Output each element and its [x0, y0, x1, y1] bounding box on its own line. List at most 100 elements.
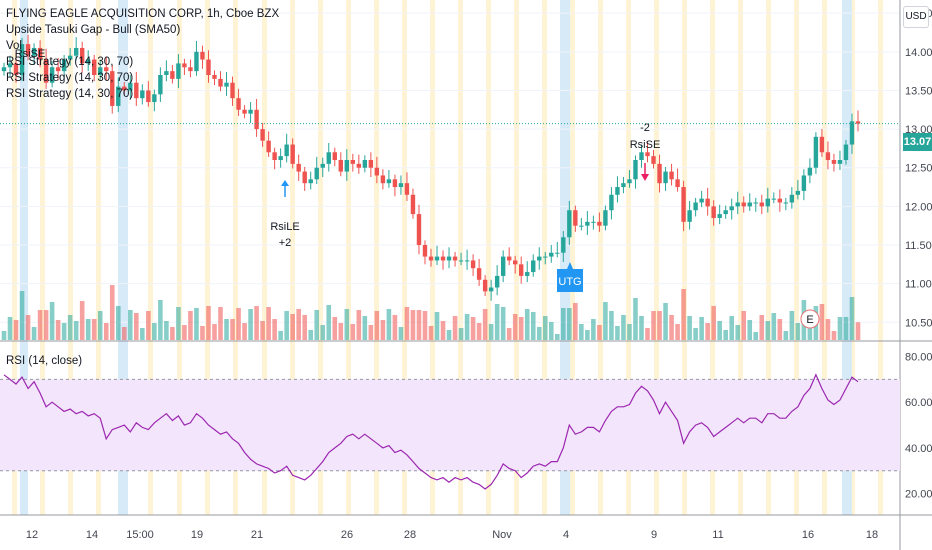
- candle-body: [681, 187, 686, 222]
- volume-bar: [747, 320, 753, 340]
- volume-bar: [386, 309, 392, 340]
- volume-bar: [31, 327, 37, 340]
- candle-body: [236, 98, 241, 110]
- session-band: [68, 0, 73, 515]
- volume-bar: [663, 303, 668, 340]
- candle-body: [819, 136, 825, 153]
- session-band: [290, 0, 295, 515]
- signal-label-rsile-qty: +2: [279, 237, 292, 249]
- volume-bar: [55, 320, 61, 340]
- candle-body: [765, 198, 770, 207]
- rsi-legend[interactable]: RSI (14, close): [6, 355, 83, 367]
- volume-bar: [158, 300, 163, 340]
- volume-bar: [446, 330, 452, 340]
- candle-body: [43, 59, 49, 83]
- candle-body: [224, 82, 229, 87]
- volume-bar: [548, 322, 554, 340]
- volume-bar: [458, 328, 464, 340]
- candle-body: [585, 221, 590, 226]
- candle-body: [386, 179, 392, 184]
- time-tick-label: 12: [26, 529, 38, 541]
- volume-bar: [164, 321, 169, 340]
- candle-body: [446, 256, 452, 261]
- volume-bar: [717, 321, 722, 340]
- candle-body: [849, 121, 855, 145]
- utg-label-text: UTG: [558, 276, 581, 288]
- candle-body: [152, 94, 157, 103]
- volume-bar: [218, 307, 223, 340]
- session-band: [682, 0, 687, 515]
- volume-bar: [79, 301, 85, 340]
- indicator-rsi-3[interactable]: RSI Strategy (14, 30, 70): [6, 88, 134, 100]
- candle-body: [176, 63, 181, 79]
- candle-body: [627, 179, 632, 184]
- session-band-blue: [20, 0, 28, 515]
- volume-bar: [380, 320, 386, 340]
- short-arrowhead: [641, 174, 649, 181]
- volume-bar: [645, 328, 650, 340]
- volume-bar: [7, 317, 13, 340]
- rsi-tick-label: 60.00: [905, 397, 932, 409]
- volume-bar: [176, 307, 181, 340]
- candle-body: [657, 163, 662, 184]
- candle-body: [500, 256, 506, 276]
- last-price-tag: 13.07: [903, 133, 932, 151]
- session-band: [654, 0, 659, 515]
- indicator-rsi-1[interactable]: RSI Strategy (14, 30, 70): [6, 56, 134, 68]
- session-band: [318, 0, 323, 515]
- volume-bar: [500, 307, 506, 340]
- volume-bar: [134, 313, 139, 340]
- earnings-marker: [800, 309, 820, 329]
- session-band-blue: [118, 0, 128, 515]
- volume-bar: [248, 309, 253, 340]
- candle-body: [525, 272, 530, 276]
- indicator-utg[interactable]: Upside Tasuki Gap - Bull (SMA50): [6, 24, 181, 36]
- volume-bar: [464, 314, 470, 340]
- volume-bar: [206, 306, 211, 340]
- candle-body: [134, 82, 139, 99]
- candle-body: [98, 67, 103, 75]
- candle-body: [392, 179, 398, 188]
- volume-bar: [530, 312, 536, 340]
- volume-bar: [392, 315, 398, 340]
- price-tick-label: 11.50: [905, 240, 932, 252]
- candle-body: [158, 75, 163, 95]
- candle-body: [344, 160, 350, 172]
- candle-body: [31, 47, 37, 56]
- candle-body: [37, 47, 43, 60]
- candle-body: [73, 47, 79, 56]
- session-bands: [12, 0, 883, 515]
- candle-body: [735, 202, 740, 207]
- candle-body: [777, 198, 783, 203]
- currency-button[interactable]: USD: [903, 6, 929, 28]
- candle-body: [146, 90, 151, 103]
- candle-body: [206, 59, 211, 75]
- indicator-vol[interactable]: Vol: [6, 40, 22, 52]
- volume-bar: [699, 317, 704, 340]
- indicator-rsi-2[interactable]: RSI Strategy (14, 30, 70): [6, 72, 134, 84]
- volume-bar: [416, 310, 422, 340]
- volume-bar: [278, 331, 283, 340]
- candle-body: [110, 71, 115, 106]
- candle-body: [428, 256, 434, 261]
- candle-body: [747, 202, 752, 207]
- candle-body: [519, 264, 524, 276]
- candle-body: [693, 202, 698, 211]
- candle-body: [717, 214, 722, 218]
- session-band: [458, 0, 463, 515]
- candle-body: [807, 167, 813, 176]
- volume-bar: [542, 316, 548, 340]
- candle-body: [663, 171, 668, 184]
- candle-body: [356, 163, 362, 168]
- session-band-blue: [842, 0, 852, 515]
- volume-bar: [103, 323, 109, 340]
- chart-legend: FLYING EAGLE ACQUISITION CORP, 1h, Cboe …: [6, 6, 279, 102]
- candle-body: [92, 59, 97, 75]
- candle-body: [164, 71, 169, 75]
- earnings-marker-text: E: [806, 314, 813, 326]
- candle-body: [645, 152, 650, 157]
- candle-body: [609, 194, 614, 211]
- candle-body: [416, 214, 422, 245]
- symbol-title[interactable]: FLYING EAGLE ACQUISITION CORP, 1h, Cboe …: [6, 8, 280, 20]
